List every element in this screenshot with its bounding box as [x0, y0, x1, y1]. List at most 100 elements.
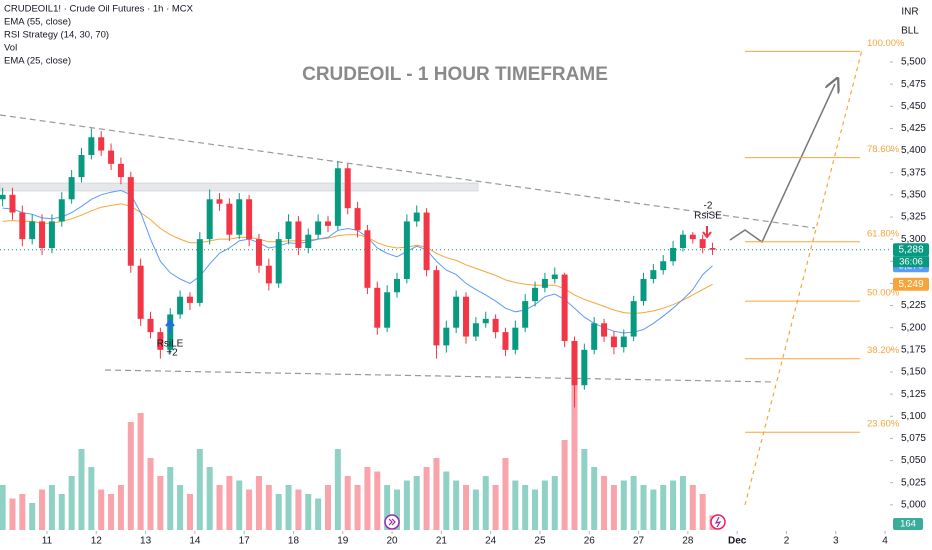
volume-bar [551, 476, 558, 530]
volume-bar [315, 498, 322, 530]
candle-body [403, 221, 410, 279]
volume-bar [305, 494, 312, 530]
sell-arrow [702, 226, 712, 239]
x-tick-label: 14 [189, 536, 201, 547]
y-tick-label: 5,225 [901, 300, 926, 311]
candle-body [344, 168, 351, 209]
y-tick-label: 5,175 [901, 344, 926, 355]
candle-body [482, 318, 489, 324]
candle-body [581, 349, 588, 386]
x-tick-label: 25 [534, 536, 546, 547]
candle-body [216, 199, 223, 204]
candle-body [660, 261, 667, 271]
candle-body [127, 177, 134, 266]
candle-body [196, 239, 203, 303]
candle-body [177, 296, 184, 315]
volume-bar [532, 489, 539, 530]
trendline-upper [0, 114, 816, 229]
volume-bar [216, 485, 223, 530]
event-icon-glyph [714, 516, 722, 528]
x-tick-label: 2 [784, 536, 790, 547]
volume-bar [29, 503, 36, 530]
candle-body [157, 332, 164, 350]
y-tick-label: 5,425 [901, 123, 926, 134]
candle-body [88, 137, 95, 155]
candle-body [236, 199, 243, 235]
x-tick-label: 24 [485, 536, 497, 547]
y-tick-label: 5,375 [901, 167, 926, 178]
volume-bar [275, 494, 282, 530]
price-badge [893, 243, 929, 257]
volume-bar [581, 449, 588, 530]
signal-qty: +2 [166, 348, 178, 359]
candle-body [108, 150, 115, 164]
volume-bar [186, 494, 193, 530]
candle-body [601, 323, 608, 337]
candle-body [492, 318, 499, 333]
candle-body [670, 247, 677, 262]
candle-body [324, 221, 331, 226]
volume-bar [610, 485, 617, 530]
candle-body [591, 323, 598, 350]
volume-bar [255, 476, 262, 530]
y-tick-label: 5,100 [901, 411, 926, 422]
volume-bar [571, 350, 578, 530]
volume-bar [384, 485, 391, 530]
y-tick-label: 5,025 [901, 477, 926, 488]
candle-body [117, 163, 124, 178]
candle-body [522, 301, 529, 328]
volume-layer [0, 350, 716, 530]
volume-bar [177, 485, 184, 530]
y-tick-label: 5,500 [901, 57, 926, 68]
y-tick-label: 5,350 [901, 189, 926, 200]
x-tick-label: 20 [387, 536, 399, 547]
volume-bar [285, 485, 292, 530]
x-tick-label: 18 [288, 536, 300, 547]
unit: BLL [901, 26, 919, 37]
candle-body [630, 301, 637, 337]
volume-bar [433, 458, 440, 530]
y-tick-label: 5,125 [901, 389, 926, 400]
x-tick-label: 4 [882, 536, 888, 547]
volume-bar [443, 471, 450, 530]
study-header: EMA (25, close) [4, 56, 71, 67]
volume-bar [226, 476, 233, 530]
x-tick-label: 19 [337, 536, 349, 547]
x-tick-label: 3 [833, 536, 839, 547]
y-tick-label: 5,325 [901, 212, 926, 223]
candle-body [423, 212, 430, 271]
candle-body [413, 212, 420, 222]
candle-body [610, 336, 617, 348]
candle-body [374, 287, 381, 328]
volume-bar [265, 485, 272, 530]
volume-bar [561, 440, 568, 530]
candle-body [679, 234, 686, 248]
volume-bar [324, 485, 331, 530]
price-badge-label: 5,288 [898, 244, 923, 255]
volume-bar [502, 458, 509, 530]
volume-bar [58, 494, 65, 530]
volume-bar [354, 485, 361, 530]
volume-bar [482, 476, 489, 530]
volume-bar [522, 485, 529, 530]
candle-body [394, 278, 401, 293]
candle-body [137, 265, 144, 319]
volume-bar [679, 476, 686, 530]
volume-bar [670, 480, 677, 530]
candle-body [453, 296, 460, 328]
candle-body [255, 239, 262, 266]
y-tick-label: 5,000 [901, 499, 926, 510]
price-badge [893, 277, 929, 291]
symbol-header: CRUDEOIL1! · Crude Oil Futures · 1h · MC… [4, 4, 194, 15]
signal-label: RsiSE [694, 211, 722, 222]
y-tick-label: 5,150 [901, 367, 926, 378]
x-tick-label: 12 [91, 536, 103, 547]
fib-label: 61.80% [867, 228, 900, 239]
volume-bar [157, 476, 164, 530]
fib-label: 38.20% [867, 345, 900, 356]
candle-body [571, 340, 578, 386]
candle-body [68, 177, 75, 200]
candle-body [532, 287, 539, 302]
